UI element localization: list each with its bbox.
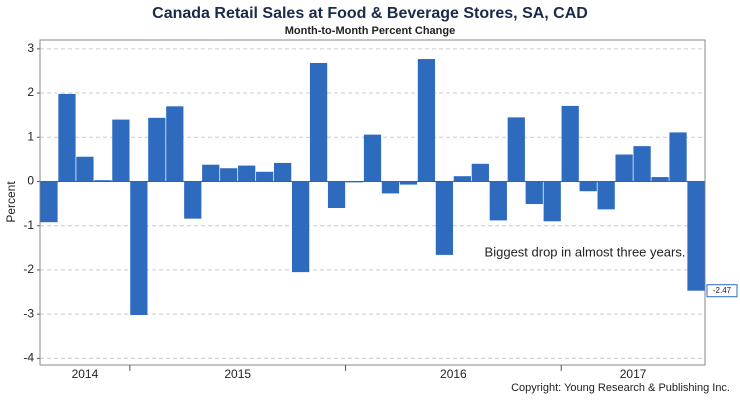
bar bbox=[597, 181, 615, 210]
bar bbox=[166, 106, 184, 182]
bar bbox=[561, 105, 579, 182]
bar bbox=[453, 176, 471, 182]
x-group-label: 2017 bbox=[620, 367, 647, 381]
bar bbox=[94, 180, 112, 182]
bar bbox=[309, 62, 328, 182]
bar bbox=[381, 181, 400, 194]
bar bbox=[687, 181, 705, 291]
y-tick-label: -1 bbox=[23, 218, 34, 232]
bar bbox=[471, 163, 489, 182]
bar bbox=[417, 59, 436, 182]
chart-title: Canada Retail Sales at Food & Beverage S… bbox=[152, 5, 588, 22]
plot-frame bbox=[39, 39, 706, 366]
copyright: Copyright: Young Research & Publishing I… bbox=[511, 382, 730, 394]
x-group-label: 2015 bbox=[224, 367, 251, 381]
y-axis-label: Percent bbox=[4, 181, 18, 223]
bar bbox=[148, 117, 166, 182]
y-tick-label: 0 bbox=[27, 174, 34, 188]
bar bbox=[76, 156, 94, 182]
bar bbox=[633, 146, 651, 182]
bar bbox=[58, 93, 76, 182]
y-tick-label: 2 bbox=[27, 85, 34, 99]
x-group-label: 2014 bbox=[72, 367, 99, 381]
bar bbox=[615, 154, 633, 182]
bar bbox=[327, 181, 346, 209]
y-tick-label: -4 bbox=[23, 351, 34, 365]
annotation: Biggest drop in almost three years. bbox=[485, 244, 686, 259]
bar bbox=[507, 117, 525, 182]
bar bbox=[543, 181, 561, 222]
bar bbox=[669, 132, 687, 182]
bar bbox=[435, 181, 454, 255]
bar bbox=[345, 181, 364, 183]
bar bbox=[291, 181, 310, 273]
bar bbox=[489, 181, 507, 221]
bar bbox=[525, 181, 543, 205]
value-label: -2.47 bbox=[713, 286, 732, 295]
bar bbox=[399, 181, 418, 185]
bar bbox=[184, 181, 202, 219]
y-tick-label: 1 bbox=[27, 129, 34, 143]
bar bbox=[363, 134, 382, 182]
x-group-label: 2016 bbox=[440, 367, 467, 381]
bar bbox=[130, 181, 148, 316]
bar bbox=[238, 165, 256, 182]
bar bbox=[651, 177, 669, 182]
bar bbox=[220, 168, 238, 182]
bar bbox=[202, 164, 220, 182]
bar bbox=[256, 171, 274, 182]
bar bbox=[40, 181, 58, 223]
bar bbox=[112, 119, 130, 182]
y-tick-label: 3 bbox=[27, 41, 34, 55]
chart-subtitle: Month-to-Month Percent Change bbox=[285, 25, 455, 37]
y-tick-label: -2 bbox=[23, 262, 34, 276]
bar bbox=[274, 162, 292, 182]
value-label-box bbox=[706, 284, 738, 298]
y-tick-label: -3 bbox=[23, 306, 34, 320]
bar bbox=[579, 181, 597, 192]
